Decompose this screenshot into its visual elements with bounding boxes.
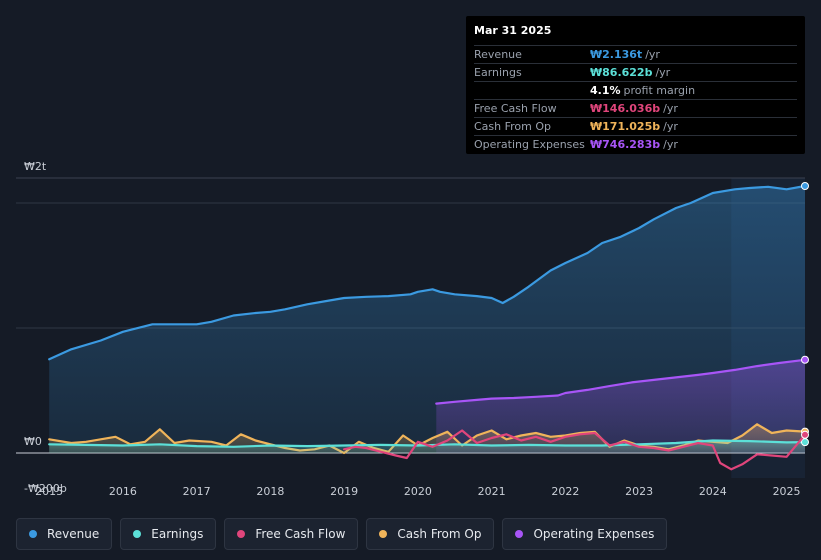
tooltip-row-earnings: Earnings ₩86.622b /yr	[474, 64, 797, 82]
series-operating-expenses	[435, 355, 809, 453]
y-axis-ticks: ₩2t ₩0 -₩200b	[24, 160, 67, 495]
operating-expenses-line	[435, 358, 807, 405]
free-cash-flow-endpoint	[801, 430, 809, 439]
tooltip-value: ₩2.136t	[590, 48, 643, 61]
tooltip-unit: /yr	[663, 120, 678, 133]
x-tick-label: 2025	[773, 485, 801, 498]
tooltip-unit: profit margin	[623, 84, 696, 97]
y-tick-label: ₩0	[24, 435, 42, 448]
tooltip-unit: /yr	[663, 138, 678, 151]
x-tick-label: 2018	[256, 485, 284, 498]
earnings-area	[49, 440, 805, 453]
data-tooltip: Mar 31 2025 Revenue ₩2.136t /yr Earnings…	[466, 16, 805, 154]
tooltip-row-revenue: Revenue ₩2.136t /yr	[474, 46, 797, 64]
tooltip-unit: /yr	[655, 66, 671, 79]
y-tick-label: ₩2t	[24, 160, 47, 173]
tooltip-unit: /yr	[663, 102, 678, 115]
legend-label: Free Cash Flow	[255, 527, 346, 541]
revenue-endpoint	[801, 182, 809, 190]
legend-earnings[interactable]: Earnings	[120, 518, 217, 550]
tooltip-label: Revenue	[474, 48, 522, 61]
tooltip-label: Cash From Op	[474, 120, 552, 133]
tooltip-label: Earnings	[474, 66, 522, 79]
tooltip-value: ₩86.622b	[590, 66, 653, 79]
chart-legend: Revenue Earnings Free Cash Flow Cash Fro…	[16, 518, 668, 550]
x-tick-label: 2015	[35, 485, 63, 498]
legend-label: Revenue	[47, 527, 100, 541]
legend-dot-icon	[133, 530, 142, 538]
tooltip-row-free-cash-flow: Free Cash Flow ₩146.036b /yr	[474, 100, 797, 118]
legend-label: Cash From Op	[397, 527, 482, 541]
x-tick-label: 2020	[404, 485, 432, 498]
tooltip-row-operating-expenses: Operating Expenses ₩746.283b /yr	[474, 136, 797, 153]
legend-dot-icon	[237, 530, 246, 538]
x-tick-label: 2023	[625, 485, 653, 498]
legend-revenue[interactable]: Revenue	[16, 518, 113, 550]
x-axis-ticks: 2015 2016 2017 2018 2019 2020 2021 2022 2023 2024…	[35, 485, 800, 498]
tooltip-label: Free Cash Flow	[474, 102, 557, 115]
tooltip-value: 4.1%	[590, 84, 621, 97]
x-tick-label: 2019	[330, 485, 358, 498]
legend-dot-icon	[515, 530, 524, 538]
tooltip-label	[474, 82, 590, 99]
legend-free-cash-flow[interactable]: Free Cash Flow	[224, 518, 359, 550]
legend-dot-icon	[379, 530, 388, 538]
y-tick-label: -₩200b	[24, 482, 67, 495]
tooltip-date: Mar 31 2025	[474, 23, 797, 46]
legend-label: Earnings	[151, 527, 204, 541]
tooltip-row-cash-from-op: Cash From Op ₩171.025b /yr	[474, 118, 797, 136]
tooltip-row-profit-margin: 4.1% profit margin	[474, 82, 797, 100]
x-tick-label: 2021	[478, 485, 506, 498]
legend-operating-expenses[interactable]: Operating Expenses	[502, 518, 668, 550]
series-free-cash-flow	[343, 429, 809, 471]
chart-series	[48, 182, 809, 471]
x-tick-label: 2017	[183, 485, 211, 498]
tooltip-value: ₩746.283b	[590, 138, 661, 151]
tooltip-value: ₩146.036b	[590, 102, 661, 115]
legend-dot-icon	[29, 530, 37, 538]
free-cash-flow-line	[343, 429, 807, 471]
x-tick-label: 2024	[699, 485, 727, 498]
revenue-line	[48, 184, 807, 361]
operating-expenses-area	[436, 359, 805, 453]
earnings-endpoint	[801, 438, 809, 447]
x-tick-label: 2016	[109, 485, 137, 498]
x-tick-label: 2022	[551, 485, 579, 498]
legend-cash-from-op[interactable]: Cash From Op	[366, 518, 495, 550]
legend-label: Operating Expenses	[533, 527, 655, 541]
operating-expenses-endpoint	[801, 355, 809, 364]
tooltip-unit: /yr	[645, 48, 660, 61]
tooltip-value: ₩171.025b	[590, 120, 661, 133]
tooltip-label: Operating Expenses	[474, 138, 585, 151]
